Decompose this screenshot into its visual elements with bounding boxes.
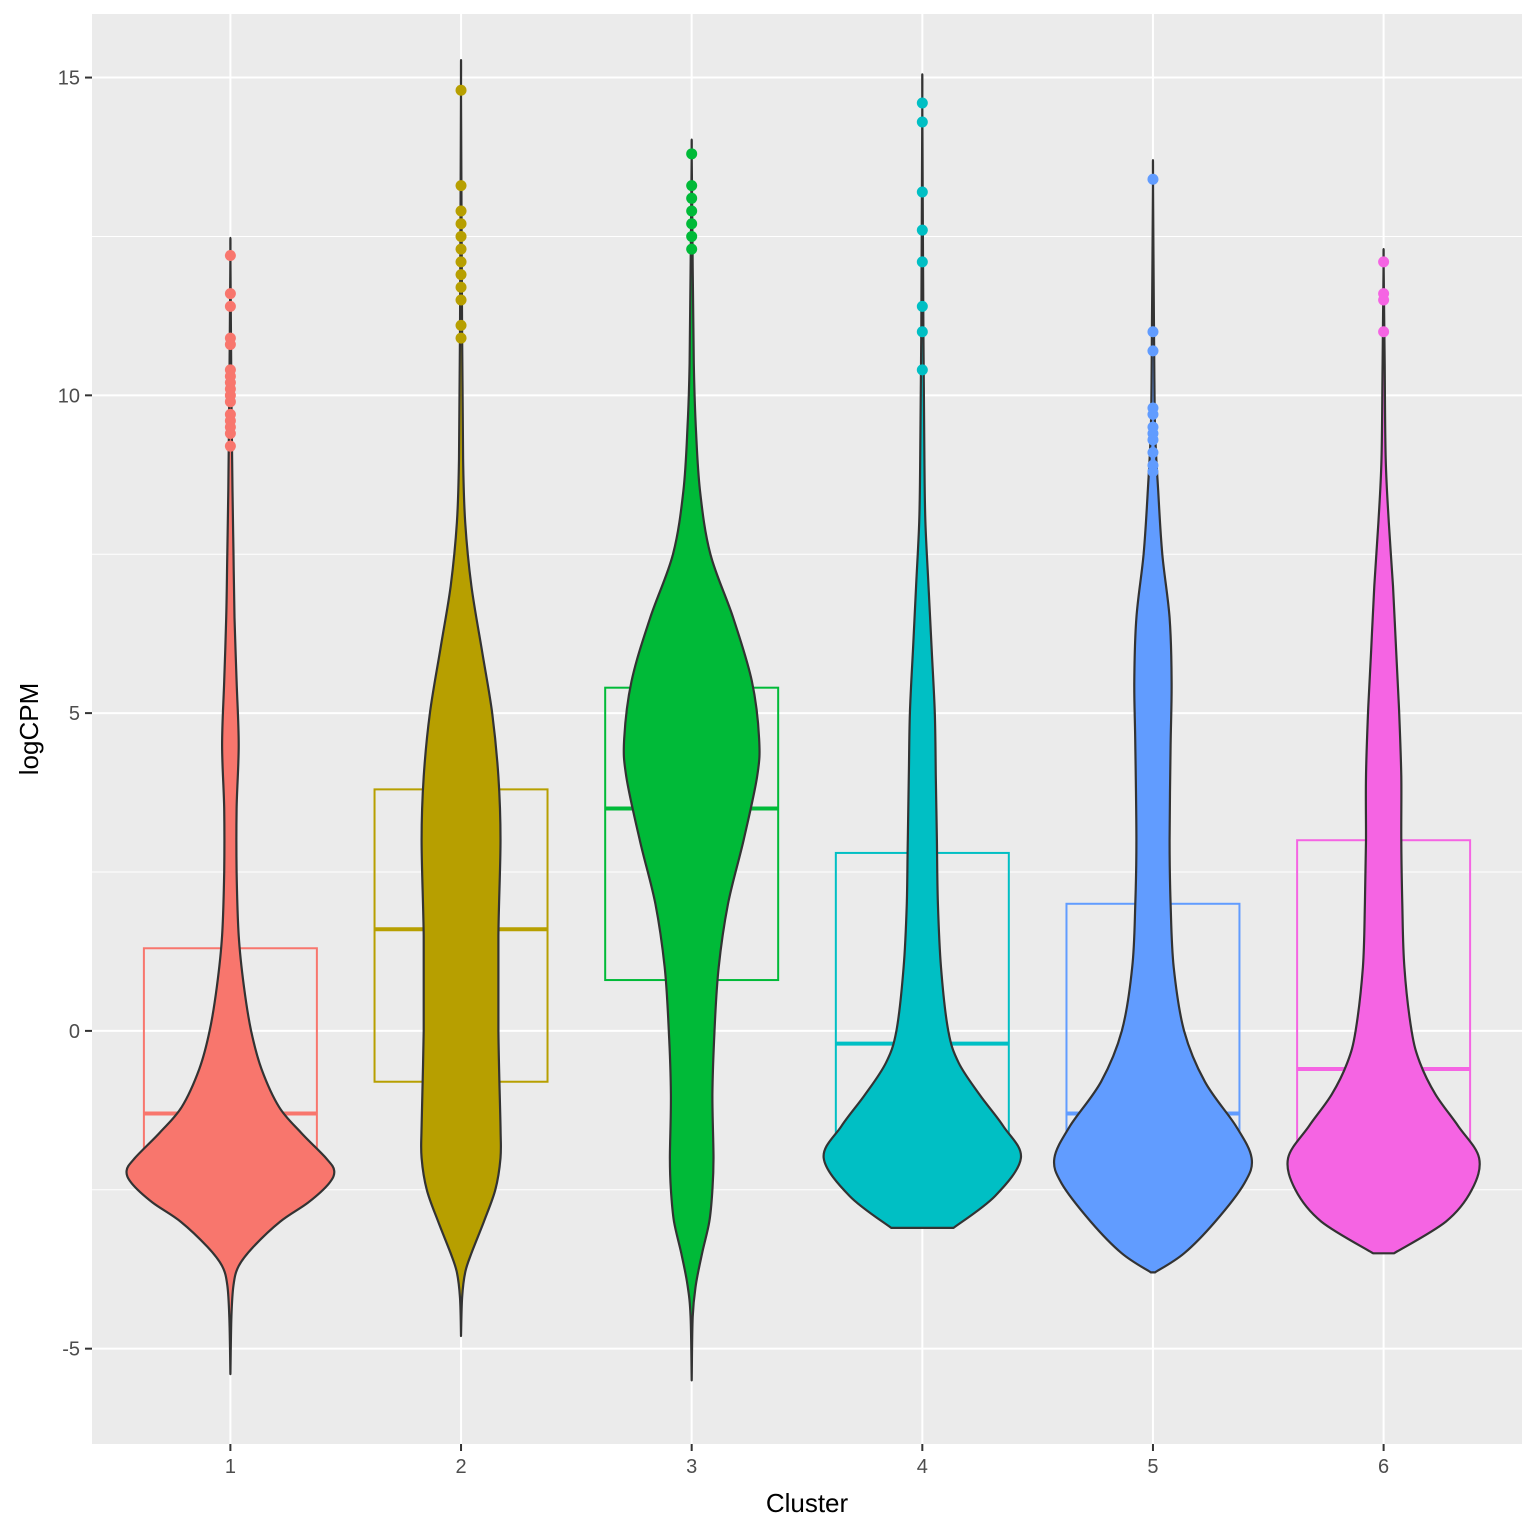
y-tick-label: -5 — [62, 1339, 80, 1361]
outlier-points — [224, 84, 1390, 478]
grid-minor — [92, 235, 1522, 1191]
outlier-point — [455, 218, 467, 230]
x-tick-label: 4 — [917, 1456, 928, 1478]
outlier-point — [686, 205, 698, 217]
outlier-point — [1147, 434, 1159, 446]
outlier-point — [686, 218, 698, 230]
outlier-point — [1147, 447, 1159, 459]
y-tick-label: 0 — [69, 1021, 80, 1043]
y-axis-title: logCPM — [14, 683, 44, 775]
outlier-point — [224, 288, 236, 300]
outlier-point — [455, 281, 467, 293]
y-tick-label: 10 — [58, 385, 80, 407]
outlier-point — [455, 269, 467, 281]
outlier-point — [455, 243, 467, 255]
outlier-point — [1147, 326, 1159, 338]
outlier-point — [686, 180, 698, 192]
outlier-point — [455, 84, 467, 96]
violin-cluster-6 — [1286, 248, 1481, 1255]
outlier-point — [916, 97, 928, 109]
x-tick-label: 3 — [686, 1456, 697, 1478]
outlier-point — [455, 256, 467, 268]
outlier-point — [455, 319, 467, 331]
x-axis-title: Cluster — [766, 1488, 849, 1518]
outlier-point — [686, 192, 698, 204]
y-tick-label: 15 — [58, 68, 80, 90]
violin-cluster-4 — [822, 73, 1023, 1229]
outlier-point — [686, 243, 698, 255]
y-tick-label: 5 — [69, 703, 80, 725]
outlier-point — [224, 440, 236, 452]
outlier-point — [1147, 173, 1159, 185]
violin-cluster-3 — [622, 138, 761, 1382]
outlier-point — [224, 338, 236, 350]
outlier-point — [455, 180, 467, 192]
outlier-point — [916, 256, 928, 268]
outlier-point — [224, 427, 236, 439]
outlier-point — [455, 294, 467, 306]
violins — [125, 59, 1481, 1382]
outlier-point — [455, 205, 467, 217]
outlier-point — [916, 364, 928, 376]
outlier-point — [455, 230, 467, 242]
violin-cluster-1 — [125, 236, 336, 1376]
outlier-point — [224, 396, 236, 408]
outlier-point — [916, 326, 928, 338]
outlier-point — [1378, 326, 1390, 338]
outlier-point — [224, 300, 236, 312]
outlier-point — [686, 230, 698, 242]
outlier-point — [686, 148, 698, 160]
outlier-point — [455, 332, 467, 344]
outlier-point — [916, 116, 928, 128]
outlier-point — [916, 300, 928, 312]
violin-cluster-2 — [419, 59, 503, 1338]
outlier-point — [916, 186, 928, 198]
x-tick-label: 1 — [225, 1456, 236, 1478]
violin-cluster-5 — [1052, 159, 1254, 1274]
x-tick-label: 2 — [455, 1456, 466, 1478]
outlier-point — [1147, 345, 1159, 357]
x-tick-label: 6 — [1378, 1456, 1389, 1478]
axes: -5 0 5 10 15 1 2 3 4 5 6 — [58, 68, 1389, 1478]
outlier-point — [224, 250, 236, 262]
outlier-point — [1147, 408, 1159, 420]
outlier-point — [1147, 466, 1159, 478]
outlier-point — [1378, 294, 1390, 306]
outlier-point — [916, 224, 928, 236]
plot-panel — [92, 14, 1522, 1444]
x-tick-label: 5 — [1147, 1456, 1158, 1478]
outlier-point — [1378, 256, 1390, 268]
